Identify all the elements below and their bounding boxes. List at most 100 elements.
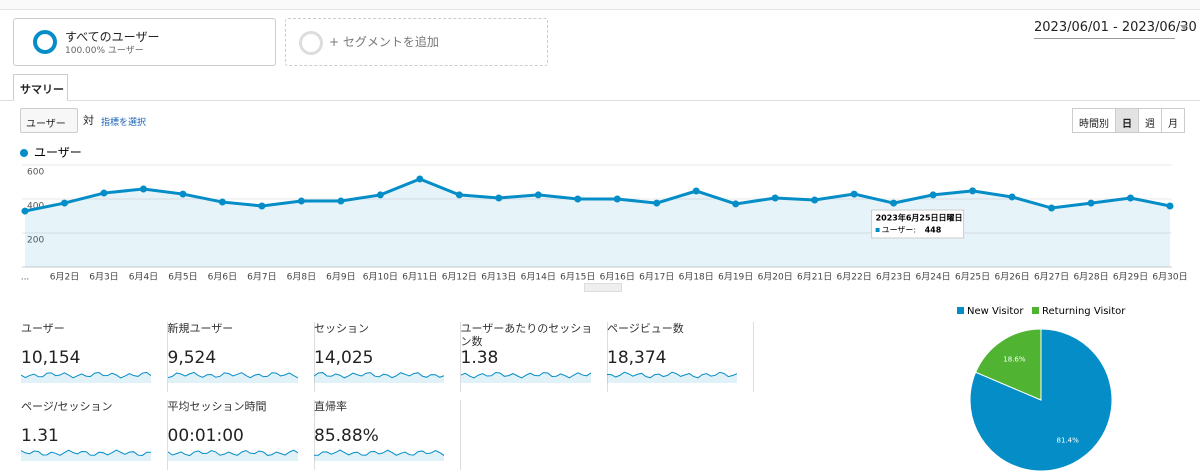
period-buttons: 時間別日週月	[1072, 108, 1185, 133]
metric-label: ユーザー	[21, 322, 65, 335]
y-tick-label: 600	[27, 168, 44, 178]
metric-label: ユーザーあたりのセッション数	[460, 322, 593, 348]
x-tick-label: 6月23日	[876, 272, 911, 283]
legend-dot	[20, 149, 28, 157]
metric-value: 00:01:00	[167, 426, 244, 446]
sparkline	[167, 371, 298, 383]
x-tick-label: 6月9日	[326, 272, 355, 283]
sparkline	[313, 372, 445, 383]
x-tick-label: 6月13日	[481, 272, 516, 283]
x-tick-label: 6月18日	[679, 272, 714, 283]
y-tick-label: 400	[27, 202, 44, 212]
point	[890, 199, 898, 207]
sparkline-line	[167, 449, 298, 457]
sparkline	[606, 371, 738, 383]
date-range[interactable]: 2023/06/01 - 2023/06/30	[1034, 20, 1197, 35]
x-tick-label: 6月17日	[639, 272, 674, 283]
add-segment-label: + セグメントを追加	[329, 35, 439, 49]
metric-tile: ページビュー数 18,374	[605, 322, 754, 392]
sparkline-area	[607, 372, 737, 383]
pie-label: 18.6%	[1003, 356, 1026, 364]
x-tick-label: 6月26日	[994, 272, 1029, 283]
tooltip-swatch	[875, 228, 880, 232]
metric-tile: ユーザーあたりのセッション数 1.38	[459, 322, 608, 392]
point	[416, 175, 424, 183]
sparkline-line	[20, 371, 152, 379]
x-tick-label: 6月22日	[837, 272, 872, 283]
point	[692, 187, 700, 195]
x-tick-label: 6月21日	[797, 272, 832, 283]
x-tick-label: 6月7日	[247, 272, 276, 283]
point	[732, 200, 740, 208]
sparkline-area	[314, 372, 444, 383]
tooltip-value: 448	[925, 226, 942, 235]
metric-tile: ユーザー 10,154	[19, 322, 168, 392]
select-metric[interactable]: 指標を選択	[101, 118, 147, 128]
point	[21, 207, 29, 215]
point	[455, 191, 463, 199]
x-tick-label: 6月24日	[916, 272, 951, 283]
metric-label: 平均セッション時間	[167, 400, 267, 413]
x-tick-label: 6月15日	[560, 272, 595, 283]
segment-icon	[33, 30, 57, 54]
sparkline-line	[313, 449, 445, 456]
metric-label: ページ/セッション	[21, 400, 113, 413]
sparkline	[20, 371, 152, 383]
date-underline	[1034, 38, 1175, 39]
x-tick-label: 6月29日	[1113, 272, 1148, 283]
sparkline	[167, 449, 298, 461]
period-button[interactable]: 時間別	[1072, 108, 1116, 133]
point	[771, 194, 779, 202]
point	[297, 197, 305, 205]
metric-tile: 平均セッション時間 00:01:00	[166, 400, 315, 470]
chart-handle[interactable]	[584, 283, 622, 292]
period-button[interactable]: 月	[1161, 108, 1185, 133]
legend-swatch	[957, 307, 964, 314]
point	[929, 191, 937, 199]
sparkline-area	[167, 450, 298, 461]
point	[218, 198, 226, 206]
pie-slice	[975, 328, 1042, 401]
metric-dropdown[interactable]: ユーザー	[20, 108, 78, 133]
x-tick-label: 6月4日	[129, 272, 158, 283]
metric-value: 9,524	[167, 348, 217, 368]
point	[60, 199, 68, 207]
point	[376, 191, 384, 199]
metric-value: 14,025	[314, 348, 374, 368]
sparkline-line	[20, 449, 152, 456]
point	[1166, 202, 1174, 210]
point	[1087, 199, 1095, 207]
legend-label: ユーザー	[34, 146, 82, 160]
pie-label: 81.4%	[1057, 436, 1080, 444]
sparkline	[313, 449, 445, 461]
segment-name: すべてのユーザー	[65, 30, 160, 44]
period-button[interactable]: 日	[1115, 108, 1139, 133]
metric-tile: ページ/セッション 1.31	[19, 400, 168, 470]
legend-label: Returning Visitor	[1042, 306, 1126, 317]
sparkline-area	[314, 450, 444, 461]
date-arrow	[1180, 25, 1188, 30]
metric-tile: セッション 14,025	[312, 322, 461, 392]
tab[interactable]: サマリー	[13, 74, 68, 101]
point	[1127, 194, 1135, 202]
metric-value: 10,154	[21, 348, 81, 368]
x-tick-label: 6月3日	[89, 272, 118, 283]
line	[24, 177, 1171, 213]
x-tick-label: 6月10日	[363, 272, 398, 283]
metric-label: ページビュー数	[607, 322, 684, 335]
sparkline-line	[167, 371, 298, 379]
period-button[interactable]: 週	[1138, 108, 1162, 133]
x-tick-label: 6月11日	[402, 272, 437, 283]
segment-box[interactable]: すべてのユーザー 100.00% ユーザー	[13, 18, 276, 66]
x-tick-label: 6月30日	[1152, 272, 1187, 283]
sparkline	[20, 449, 152, 461]
add-segment[interactable]: + セグメントを追加	[285, 18, 548, 66]
x-tick-label: 6月5日	[168, 272, 197, 283]
tooltip-label: ユーザー:	[882, 226, 917, 235]
tooltip-date: 2023年6月25日日曜日	[876, 213, 963, 223]
x-tick-label: 6月14日	[521, 272, 556, 283]
x-tick-label: 6月25日	[955, 272, 990, 283]
segment-share: 100.00% ユーザー	[65, 46, 144, 56]
point	[495, 194, 503, 202]
